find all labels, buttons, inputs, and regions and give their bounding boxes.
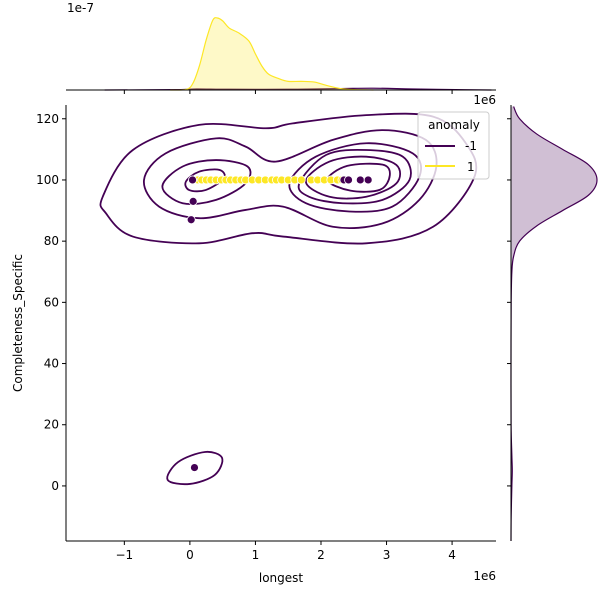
- kde-contour-line: [297, 148, 412, 205]
- scatter-points: [186, 175, 373, 472]
- data-point: [188, 175, 197, 185]
- legend: anomaly -1 1: [417, 111, 490, 180]
- kde-contour-line: [305, 155, 402, 200]
- x-axis-label: longest: [259, 571, 304, 585]
- x-tick-label: 2: [317, 548, 325, 562]
- y-tick-label: 0: [51, 479, 59, 493]
- y-tick-label: 120: [36, 112, 59, 126]
- x-tick-label: 1: [252, 548, 260, 562]
- kde-contour-line: [161, 159, 252, 205]
- data-point: [186, 215, 196, 225]
- y-tick-label: 40: [44, 357, 59, 371]
- top-marginal-offset-label: 1e-7: [67, 1, 94, 15]
- legend-label-neg: -1: [465, 139, 477, 153]
- legend-label-pos: 1: [467, 160, 475, 174]
- x-tick-label: 0: [186, 548, 194, 562]
- y-tick-label: 20: [44, 418, 59, 432]
- data-point: [344, 175, 353, 185]
- marginal-x-density-pos-fill: [170, 17, 374, 91]
- x-tick-label: 3: [383, 548, 391, 562]
- data-point: [188, 196, 198, 206]
- y-tick-label: 60: [44, 295, 59, 309]
- top-marginal: [66, 17, 496, 94]
- marginal-x-density-pos-line: [170, 17, 374, 91]
- data-point: [355, 175, 365, 185]
- marginal-y-density-neg-line: [510, 106, 598, 542]
- legend-title: anomaly: [428, 118, 480, 132]
- data-point: [363, 175, 373, 185]
- data-point: [190, 463, 199, 472]
- marginal-y-density-neg-fill: [510, 106, 597, 542]
- x-tick-label: 4: [448, 548, 456, 562]
- right-marginal: [507, 105, 598, 542]
- y-axis-label: Completeness_Specific: [11, 254, 25, 392]
- y-tick-label: 100: [36, 173, 59, 187]
- x-tick-label: −1: [115, 548, 133, 562]
- data-point: [296, 175, 306, 185]
- kde-contour-line: [166, 450, 224, 486]
- y-tick-label: 80: [44, 234, 59, 248]
- kde-contour-line: [326, 162, 391, 193]
- x-offset-label-top: 1e6: [473, 93, 496, 107]
- axes: −1 0 1 2 3 4 120 100 80 60 40 20 0: [36, 105, 496, 562]
- x-offset-label: 1e6: [473, 569, 496, 583]
